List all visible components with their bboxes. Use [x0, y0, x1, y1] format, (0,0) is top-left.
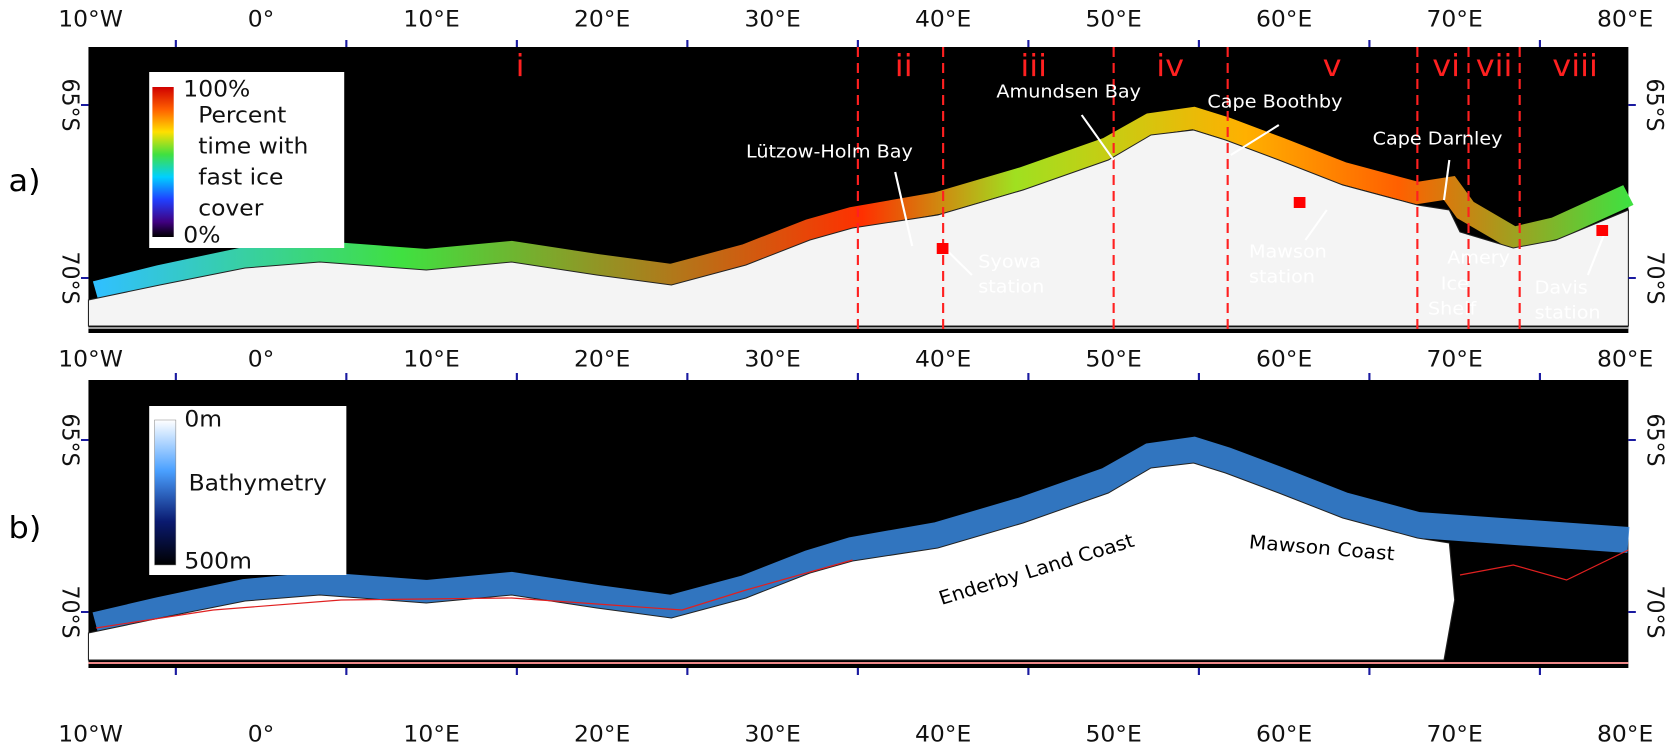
y-tick-label: 65°S: [56, 414, 83, 467]
annotation: station: [1535, 303, 1601, 323]
x-tick-label: 20°E: [574, 722, 630, 747]
x-tick-label: 10°W: [58, 7, 123, 32]
y-tick-label: 70°S: [56, 586, 83, 639]
x-tick-label: 0°: [248, 347, 275, 372]
annotation: Syowa: [978, 252, 1041, 272]
x-tick-label: 80°E: [1597, 7, 1653, 32]
annotation: Ice: [1441, 274, 1469, 294]
x-tick-label: 60°E: [1256, 347, 1312, 372]
annotation: Davis: [1535, 278, 1588, 298]
x-tick-label: 0°: [248, 7, 275, 32]
region-label: vii: [1476, 49, 1513, 84]
x-tick-label: 30°E: [744, 347, 800, 372]
annotation: Cape Boothby: [1207, 92, 1342, 112]
colorbar: [152, 87, 174, 237]
x-tick-label: 70°E: [1426, 722, 1482, 747]
x-tick-label: 70°E: [1426, 7, 1482, 32]
colorbar-min: 500m: [184, 549, 252, 574]
x-tick-label: 10°E: [403, 722, 459, 747]
annotation: station: [978, 277, 1044, 297]
colorbar: [154, 419, 177, 566]
x-tick-label: 70°E: [1426, 347, 1482, 372]
region-label: iii: [1020, 49, 1047, 84]
axes: 10°W 0° 10°E 20°E 30°E 40°E 50°E 60°E 70°E 80°E 10…: [56, 7, 1667, 747]
map-b: 0m 500m Bathymetry Enderby Land Coast Ma…: [87, 380, 1630, 668]
annotation: Shelf: [1428, 299, 1477, 319]
colorbar-title: time with: [198, 134, 308, 159]
x-tick-label: 40°E: [915, 7, 971, 32]
x-tick-label: 30°E: [744, 7, 800, 32]
colorbar-max: 0m: [184, 407, 222, 432]
x-tick-label: 50°E: [1085, 347, 1141, 372]
x-tick-label: 20°E: [574, 347, 630, 372]
contour: [1459, 549, 1629, 581]
shelf-band: [92, 436, 1630, 638]
annotation: Cape Darnley: [1373, 129, 1503, 149]
x-tick-label: 10°W: [58, 347, 123, 372]
region-label: viii: [1552, 49, 1598, 84]
y-tick-label: 70°S: [56, 252, 83, 305]
x-tick-label: 60°E: [1256, 7, 1312, 32]
x-tick-label: 20°E: [574, 7, 630, 32]
y-tick-label: 70°S: [1641, 252, 1668, 305]
colorbar-title: cover: [198, 196, 264, 221]
x-tick-label: 10°E: [403, 347, 459, 372]
colorbar-title: Percent: [198, 103, 286, 128]
colorbar-box: [149, 406, 347, 575]
panel-label: a): [9, 164, 41, 199]
region-label: i: [516, 49, 525, 84]
region-label: vi: [1432, 49, 1460, 84]
panel-label: b): [9, 511, 42, 546]
region-label: ii: [895, 49, 913, 84]
annotation: station: [1249, 267, 1315, 287]
colorbar-title: fast ice: [198, 165, 283, 190]
x-tick-label: 80°E: [1597, 347, 1653, 372]
colorbar-box: [149, 72, 345, 248]
x-tick-label: 40°E: [915, 722, 971, 747]
x-tick-label: 50°E: [1085, 722, 1141, 747]
y-tick-label: 65°S: [1641, 79, 1668, 132]
map-a: 100% 0% Percent time with fast ice cover…: [87, 47, 1634, 333]
land: [87, 462, 1456, 661]
x-tick-label: 10°E: [403, 7, 459, 32]
y-tick-label: 65°S: [1641, 414, 1668, 467]
region-label: v: [1323, 49, 1342, 84]
y-tick-label: 65°S: [56, 79, 83, 132]
x-tick-label: 30°E: [744, 722, 800, 747]
leader-lines: [894, 114, 1605, 276]
colorbar-max: 100%: [183, 77, 250, 102]
fast-ice-band: [92, 106, 1634, 303]
x-tick-label: 40°E: [915, 347, 971, 372]
x-tick-label: 0°: [248, 722, 275, 747]
annotation: Mawson: [1249, 242, 1327, 262]
annotation: Amery: [1447, 248, 1510, 268]
station-markers: [936, 197, 1609, 254]
contour: [95, 559, 853, 629]
x-tick-label: 60°E: [1256, 722, 1312, 747]
y-tick-label: 70°S: [1641, 586, 1668, 639]
annotation: Lützow-Holm Bay: [746, 142, 913, 162]
region-label: iv: [1156, 49, 1184, 84]
x-tick-label: 80°E: [1597, 722, 1653, 747]
colorbar-title: Bathymetry: [189, 471, 327, 496]
colorbar-min: 0%: [183, 223, 220, 248]
x-tick-label: 10°W: [58, 722, 123, 747]
x-tick-label: 50°E: [1085, 7, 1141, 32]
annotation: Amundsen Bay: [996, 82, 1141, 102]
